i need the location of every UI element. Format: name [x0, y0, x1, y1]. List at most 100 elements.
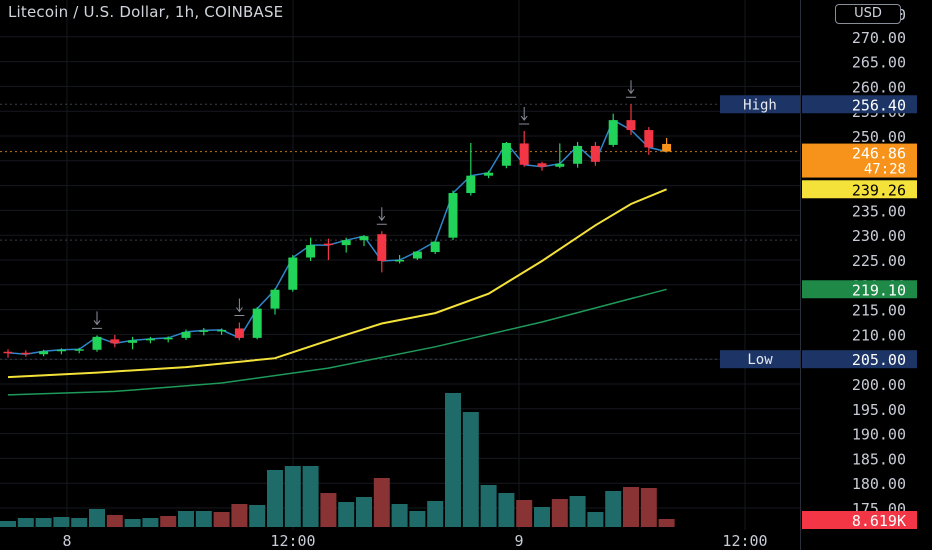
volume-bar [338, 502, 355, 527]
signal-arrow-icon [626, 80, 636, 98]
candle-body [252, 308, 262, 338]
volume-bar [445, 393, 461, 527]
volume-bar [302, 466, 319, 527]
candle-body [412, 251, 422, 259]
candle-body [519, 143, 529, 165]
ma-fast-value-badge-bg [802, 180, 917, 199]
volume-bar [534, 507, 550, 527]
volume-bar [551, 499, 568, 527]
volume-bar [249, 505, 266, 527]
price-axis-separator [800, 0, 801, 550]
candle-body [199, 330, 209, 332]
volume-bar [373, 478, 390, 527]
high-label: High [743, 97, 777, 113]
volume-bar [267, 470, 283, 527]
high-value: 256.40 [852, 96, 906, 114]
candle-body [288, 257, 298, 290]
price-axis-tick: 185.00 [852, 450, 906, 468]
close-price-line [7, 119, 667, 355]
candle-body [323, 243, 333, 246]
volume-bar [195, 511, 212, 527]
candle-body [501, 142, 511, 166]
candle-body [555, 163, 565, 167]
candle-body [306, 245, 316, 258]
price-axis-tick: 250.00 [852, 128, 906, 146]
candle-body [644, 130, 654, 148]
volume-value-badge-bg [802, 511, 917, 529]
volume-bar [427, 501, 444, 527]
last-price-value: 246.86 [852, 145, 906, 163]
signal-arrow-icon [519, 107, 530, 125]
low-value-bg [802, 350, 917, 369]
high-label-bg [720, 95, 800, 114]
volume-bar [409, 511, 426, 527]
volume-bar [17, 518, 34, 527]
volume-bar [124, 519, 141, 527]
candle-body [448, 193, 458, 238]
volume-bar [658, 519, 675, 527]
volume-bar [284, 466, 301, 527]
volume-bar [53, 517, 70, 527]
volume-bar [231, 504, 248, 527]
candle-body [145, 338, 155, 341]
time-axis-tick: 12:00 [270, 532, 315, 550]
price-axis-tick: 225.00 [852, 252, 906, 270]
price-axis-tick: 230.00 [852, 227, 906, 245]
candle-body [21, 352, 31, 355]
volume-bar [640, 488, 657, 527]
price-axis-tick: 180.00 [852, 475, 906, 493]
candle-body [74, 349, 84, 351]
low-label-bg [720, 350, 800, 369]
low-label: Low [747, 352, 773, 368]
candle-body [163, 337, 173, 340]
volume-bar [0, 521, 16, 527]
candle-body [626, 120, 636, 131]
candle-body [181, 331, 191, 338]
volume-bar [142, 518, 159, 527]
chart-title: Litecoin / U.S. Dollar, 1h, COINBASE [8, 3, 284, 21]
ma-slow-line [7, 288, 667, 396]
volume-bar [605, 491, 622, 527]
candle-body [56, 349, 66, 352]
price-axis-tick: 215.00 [852, 302, 906, 320]
signal-arrow-icon [92, 311, 102, 329]
candle-body [341, 240, 351, 246]
candle-body [217, 329, 227, 332]
candle-body [359, 236, 369, 241]
candle-body [537, 163, 547, 167]
time-axis-tick: 9 [514, 532, 523, 550]
ma-fast-value-badge: 239.26 [852, 181, 906, 199]
volume-bar [160, 516, 177, 527]
volume-bar [356, 497, 372, 527]
candle-body [92, 336, 102, 350]
candle-body [270, 289, 280, 309]
candle-body [377, 234, 387, 261]
price-axis-tick: 260.00 [852, 78, 906, 96]
volume-bar [587, 512, 604, 527]
volume-bar [480, 485, 497, 527]
price-axis-tick: 200.00 [852, 376, 906, 394]
candle-body [110, 339, 120, 344]
volume-bar [89, 509, 105, 527]
candle-body [234, 328, 244, 338]
ma-slow-value-badge: 219.10 [852, 281, 906, 299]
volume-value-badge: 8.619K [852, 512, 906, 530]
ma-fast-line [7, 188, 667, 379]
time-axis-tick: 12:00 [722, 532, 767, 550]
price-axis-tick: 270.00 [852, 29, 906, 47]
candle-body [466, 175, 476, 194]
candle-body [430, 241, 440, 253]
volume-bar [391, 504, 408, 527]
price-axis-tick: 265.00 [852, 54, 906, 72]
high-value-bg [802, 95, 917, 114]
volume-bar [71, 518, 88, 527]
volume-bar [35, 518, 52, 527]
volume-bar [320, 493, 337, 527]
candle-body [3, 351, 13, 354]
candle-body [573, 145, 583, 164]
currency-button[interactable]: USD [835, 4, 901, 24]
volume-bar [178, 511, 194, 527]
ma-slow-value-badge-bg [802, 280, 917, 299]
volume-bar [498, 493, 515, 527]
